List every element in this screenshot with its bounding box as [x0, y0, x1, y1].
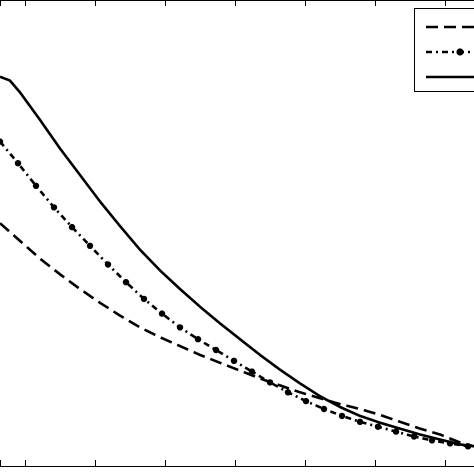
- series-2-point: [122, 279, 130, 286]
- series-2-point: [14, 160, 22, 167]
- series-2-point: [464, 443, 472, 450]
- series-2-point: [248, 368, 256, 375]
- series-2-point: [230, 357, 238, 364]
- series-2-point: [68, 223, 76, 231]
- series-2-point: [320, 405, 328, 413]
- series-2-point: [176, 324, 184, 331]
- series-2-point: [158, 310, 166, 317]
- series-line-1: [0, 222, 474, 448]
- series-2-point: [392, 428, 400, 435]
- marker-group: [0, 138, 472, 450]
- series-2-point: [86, 242, 94, 249]
- series-line-3: [0, 75, 474, 448]
- series-2-point: [50, 204, 58, 211]
- series-2-point: [284, 389, 292, 396]
- series-2-point: [356, 418, 364, 425]
- series-2-point: [212, 346, 220, 354]
- series-2-point: [194, 336, 202, 343]
- series-2-point: [410, 433, 418, 440]
- series-2-point: [374, 423, 382, 430]
- legend-marker-2: [456, 48, 464, 56]
- series-2-point: [302, 397, 310, 405]
- series-2-point: [104, 261, 112, 268]
- series-2-point: [446, 440, 454, 447]
- series-2-point: [32, 182, 40, 189]
- series-2-point: [338, 412, 346, 420]
- series-2-point: [428, 437, 436, 444]
- series-2-point: [266, 379, 274, 386]
- legend-box: [414, 8, 474, 92]
- legend: [414, 8, 474, 92]
- series-2-point: [0, 138, 4, 145]
- series-2-point: [140, 295, 148, 303]
